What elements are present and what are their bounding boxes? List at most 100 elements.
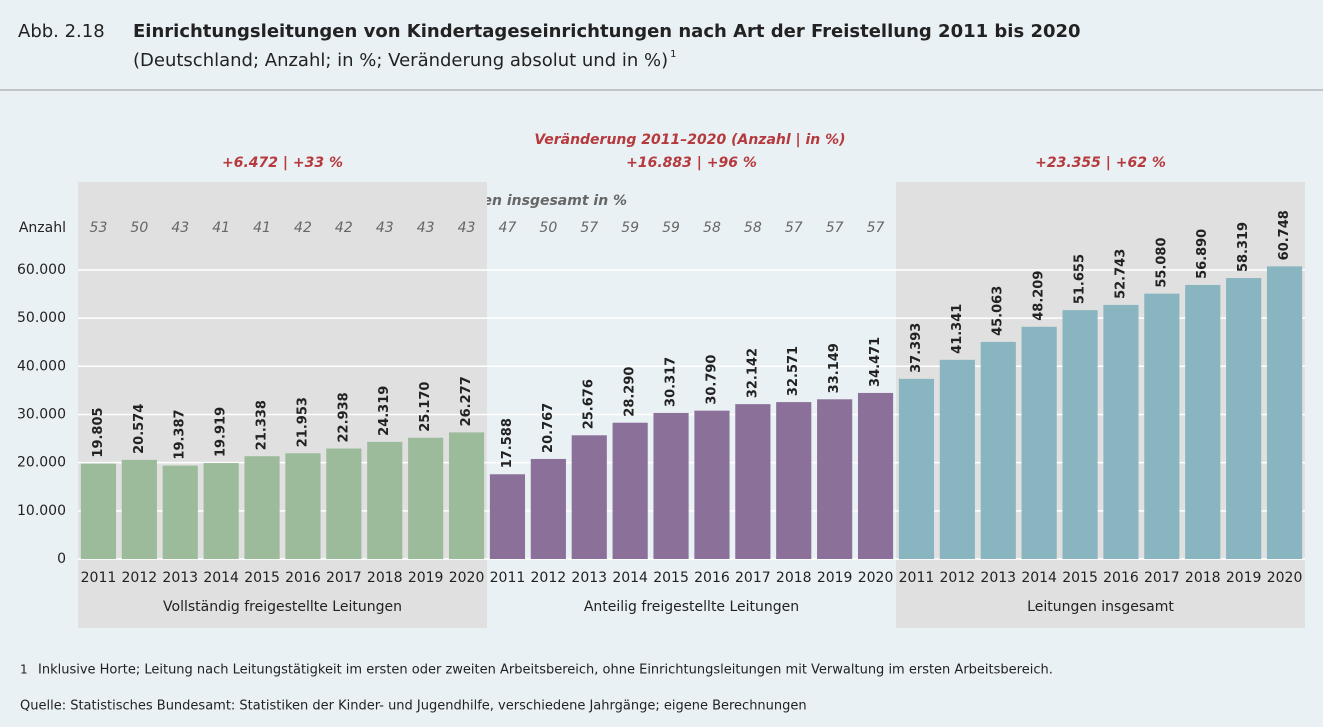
chart-subtitle: (Deutschland; Anzahl; in %; Veränderung … [133, 50, 668, 71]
share-value: 41 [253, 220, 271, 236]
share-value: 43 [458, 220, 476, 236]
x-tick-label: 2016 [694, 570, 730, 586]
share-value: 58 [744, 220, 762, 236]
bar [285, 453, 321, 559]
value-label: 58.319 [1236, 222, 1251, 272]
bar [408, 437, 444, 559]
share-value: 57 [580, 220, 598, 236]
bar [1226, 278, 1262, 559]
share-value: 50 [539, 220, 557, 236]
value-label: 30.790 [704, 354, 719, 404]
x-tick-label: 2013 [980, 570, 1016, 586]
bar [121, 459, 157, 559]
x-tick-label: 2012 [122, 570, 158, 586]
value-label: 21.338 [255, 400, 270, 450]
value-label: 19.387 [173, 409, 188, 459]
value-label: 30.317 [664, 357, 679, 407]
value-label: 56.890 [1195, 229, 1210, 279]
x-tick-label: 2017 [1144, 570, 1180, 586]
value-label: 45.063 [991, 286, 1006, 336]
change-annotation: +6.472 | +33 % [222, 155, 343, 171]
x-tick-label: 2018 [1185, 570, 1221, 586]
group-label: Anteilig freigestellte Leitungen [584, 599, 799, 615]
y-tick-label: 10.000 [17, 503, 66, 519]
bar [80, 463, 117, 559]
bar [1185, 284, 1221, 559]
change-annotation: +16.883 | +96 % [626, 155, 757, 171]
change-annotation: +23.355 | +62 % [1035, 155, 1166, 171]
share-value: 43 [171, 220, 189, 236]
bar [735, 404, 771, 559]
bar [571, 435, 607, 559]
value-label: 21.953 [295, 397, 310, 447]
x-tick-label: 2014 [1021, 570, 1057, 586]
bar [776, 402, 812, 559]
x-tick-label: 2015 [653, 570, 689, 586]
bar [162, 465, 198, 559]
value-label: 19.805 [91, 407, 106, 457]
share-value: 59 [662, 220, 680, 236]
footnote-mark: 1 [670, 49, 676, 60]
bar [489, 474, 526, 559]
x-tick-label: 2013 [571, 570, 607, 586]
x-tick-label: 2012 [940, 570, 976, 586]
y-tick-label: 30.000 [17, 406, 66, 422]
footnote-number: 1 [20, 663, 28, 677]
y-tick-label: 0 [57, 551, 66, 567]
bar [980, 341, 1016, 559]
x-tick-label: 2016 [285, 570, 321, 586]
share-value: 42 [294, 220, 312, 236]
bar [367, 441, 403, 559]
value-label: 20.767 [541, 403, 556, 453]
share-value: 50 [130, 220, 148, 236]
change-title: Veränderung 2011–2020 (Anzahl | in %) [534, 132, 845, 148]
bar [939, 359, 975, 559]
x-tick-label: 2019 [817, 570, 853, 586]
value-label: 33.149 [827, 343, 842, 393]
value-label: 60.748 [1277, 210, 1292, 260]
y-tick-label: 40.000 [17, 358, 66, 374]
share-value: 57 [826, 220, 844, 236]
value-label: 28.290 [623, 367, 638, 417]
x-tick-label: 2014 [203, 570, 239, 586]
share-value: 43 [417, 220, 435, 236]
x-tick-label: 2018 [367, 570, 403, 586]
figure-label: Abb. 2.18 [18, 21, 105, 42]
bar [244, 456, 280, 559]
value-label: 51.655 [1073, 254, 1088, 304]
value-label: 22.938 [336, 392, 351, 442]
value-label: 26.277 [459, 376, 474, 426]
share-value: 47 [499, 220, 517, 236]
x-tick-label: 2020 [1267, 570, 1303, 586]
bar [694, 410, 730, 559]
value-label: 32.571 [786, 346, 801, 396]
value-label: 52.743 [1113, 249, 1128, 299]
bar [1103, 304, 1139, 559]
x-tick-label: 2017 [735, 570, 771, 586]
share-value: 53 [90, 220, 108, 236]
bar [326, 448, 362, 559]
y-axis-label: Anzahl [19, 220, 66, 236]
chart-title: Einrichtungsleitungen von Kindertagesein… [133, 21, 1081, 42]
x-tick-label: 2011 [81, 570, 117, 586]
value-label: 25.170 [418, 382, 433, 432]
x-tick-label: 2020 [449, 570, 485, 586]
value-label: 55.080 [1154, 237, 1169, 287]
bar [1062, 310, 1098, 559]
x-tick-label: 2019 [408, 570, 444, 586]
source: Quelle: Statistisches Bundesamt: Statist… [20, 699, 807, 714]
bar [530, 458, 566, 559]
value-label: 37.393 [909, 323, 924, 373]
y-tick-label: 20.000 [17, 455, 66, 471]
x-tick-label: 2017 [326, 570, 362, 586]
value-label: 24.319 [377, 386, 392, 436]
bar [1266, 266, 1303, 559]
x-tick-label: 2013 [162, 570, 198, 586]
footnote: Inklusive Horte; Leitung nach Leitungstä… [38, 663, 1053, 678]
y-tick-label: 60.000 [17, 262, 66, 278]
share-value: 58 [703, 220, 721, 236]
share-value: 43 [376, 220, 394, 236]
share-value: 59 [621, 220, 639, 236]
